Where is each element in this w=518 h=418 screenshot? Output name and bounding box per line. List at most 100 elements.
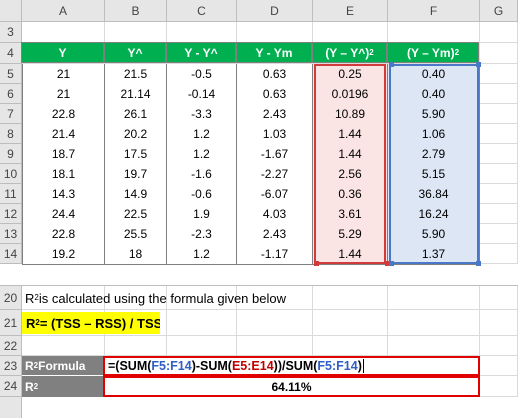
text: 10.89 xyxy=(334,107,366,121)
text: G xyxy=(493,3,504,18)
text: 0.25 xyxy=(338,67,362,81)
table-cell: 21 xyxy=(22,84,105,105)
text: 10 xyxy=(3,166,18,181)
row-header: 22 xyxy=(0,336,22,356)
text: 2.56 xyxy=(338,167,362,181)
formula-segment: E5:E14 xyxy=(231,359,274,373)
text: E xyxy=(345,3,354,18)
formula-segment: F5:F14 xyxy=(151,359,192,373)
text: 1.06 xyxy=(421,127,446,141)
row-header: 21 xyxy=(0,310,22,336)
cursor xyxy=(362,359,364,373)
text: 21 xyxy=(56,67,71,81)
table-header-cell: Y xyxy=(21,42,104,63)
table-cell: 4.03 xyxy=(237,204,313,225)
text: 0.40 xyxy=(421,87,446,101)
text: 6 xyxy=(7,86,14,101)
text: 4 xyxy=(7,46,14,60)
text: 1.44 xyxy=(338,247,362,261)
grid-cell xyxy=(480,164,518,184)
text: 5.15 xyxy=(421,167,446,181)
text: 1.2 xyxy=(193,247,210,261)
table-header-cell: Y^ xyxy=(104,42,166,63)
grid-cell xyxy=(22,336,105,356)
table-cell: 1.44 xyxy=(313,244,388,265)
text: 21 xyxy=(3,315,18,330)
corner xyxy=(0,0,22,22)
grid-cell xyxy=(480,144,518,164)
text: 19.7 xyxy=(123,167,148,181)
text: -0.6 xyxy=(191,187,212,201)
text: 1.44 xyxy=(338,147,362,161)
text: R xyxy=(25,358,34,373)
text: R xyxy=(26,315,36,331)
text: is calculated using the formula given be… xyxy=(38,290,286,306)
text: Y^ xyxy=(127,45,143,60)
table-cell: -1.67 xyxy=(237,144,313,165)
text: 13 xyxy=(3,226,18,241)
formula-segment: ) xyxy=(357,359,362,373)
grid-cell xyxy=(237,310,313,336)
table-cell: -1.17 xyxy=(237,244,313,265)
row-header: 9 xyxy=(0,144,22,164)
table-cell: 2.43 xyxy=(237,104,313,125)
table-cell: 0.63 xyxy=(237,84,313,105)
text: = (TSS – RSS) / TSS xyxy=(39,315,160,331)
text: 22.8 xyxy=(51,107,76,121)
grid-cell xyxy=(22,286,105,310)
table-cell: 25.5 xyxy=(105,224,167,245)
text: 7 xyxy=(7,106,14,121)
text: 22.8 xyxy=(51,227,76,241)
range-handle xyxy=(385,261,390,266)
text: 4.03 xyxy=(262,207,287,221)
text: 0.63 xyxy=(262,87,287,101)
table-cell: 26.1 xyxy=(105,104,167,125)
text: 5.90 xyxy=(421,107,446,121)
text: 5.29 xyxy=(338,227,362,241)
text: 18.7 xyxy=(51,147,76,161)
table-cell: 18.1 xyxy=(22,164,105,185)
text: -1.6 xyxy=(191,167,212,181)
table-cell: 22.8 xyxy=(22,224,105,245)
table-cell: 18.7 xyxy=(22,144,105,165)
table-cell: -1.6 xyxy=(167,164,237,185)
row-header: 10 xyxy=(0,164,22,184)
text: D xyxy=(270,3,279,18)
grid-cell xyxy=(388,22,480,43)
table-cell: 14.3 xyxy=(22,184,105,205)
text: 12 xyxy=(3,206,18,221)
text: 1.2 xyxy=(193,147,210,161)
range-handle xyxy=(476,261,481,266)
table-header-cell: (Y – Ym) 2 xyxy=(387,42,479,63)
formula-segment: )-SUM( xyxy=(191,359,232,373)
text: 20 xyxy=(3,290,18,305)
range-handle xyxy=(314,261,319,266)
table-cell: 24.4 xyxy=(22,204,105,225)
text: 14.9 xyxy=(123,187,148,201)
column-header: D xyxy=(237,0,313,22)
text: 2.43 xyxy=(262,227,287,241)
row-header: 12 xyxy=(0,204,22,224)
text: 2.79 xyxy=(421,147,446,161)
text: 1.9 xyxy=(193,207,210,221)
table-header-cell: Y - Ym xyxy=(236,42,312,63)
table-cell: 1.9 xyxy=(167,204,237,225)
table-cell: 21.14 xyxy=(105,84,167,105)
table-cell: -0.6 xyxy=(167,184,237,205)
grid-cell xyxy=(237,22,313,43)
text: 11 xyxy=(4,186,17,201)
text: Formula xyxy=(38,358,86,373)
text: -1.17 xyxy=(260,247,289,261)
formula-segment: =(SUM( xyxy=(108,359,152,373)
grid-cell xyxy=(480,64,518,84)
text: 1.44 xyxy=(338,127,362,141)
grid-cell xyxy=(388,310,480,336)
text: 23 xyxy=(3,358,18,373)
grid-cell xyxy=(480,356,518,376)
result-cell: 64.11% xyxy=(103,376,480,397)
text: 0.40 xyxy=(421,67,446,81)
grid-cell xyxy=(480,310,518,336)
text: 3.61 xyxy=(338,207,362,221)
table-cell: 1.37 xyxy=(388,244,480,265)
